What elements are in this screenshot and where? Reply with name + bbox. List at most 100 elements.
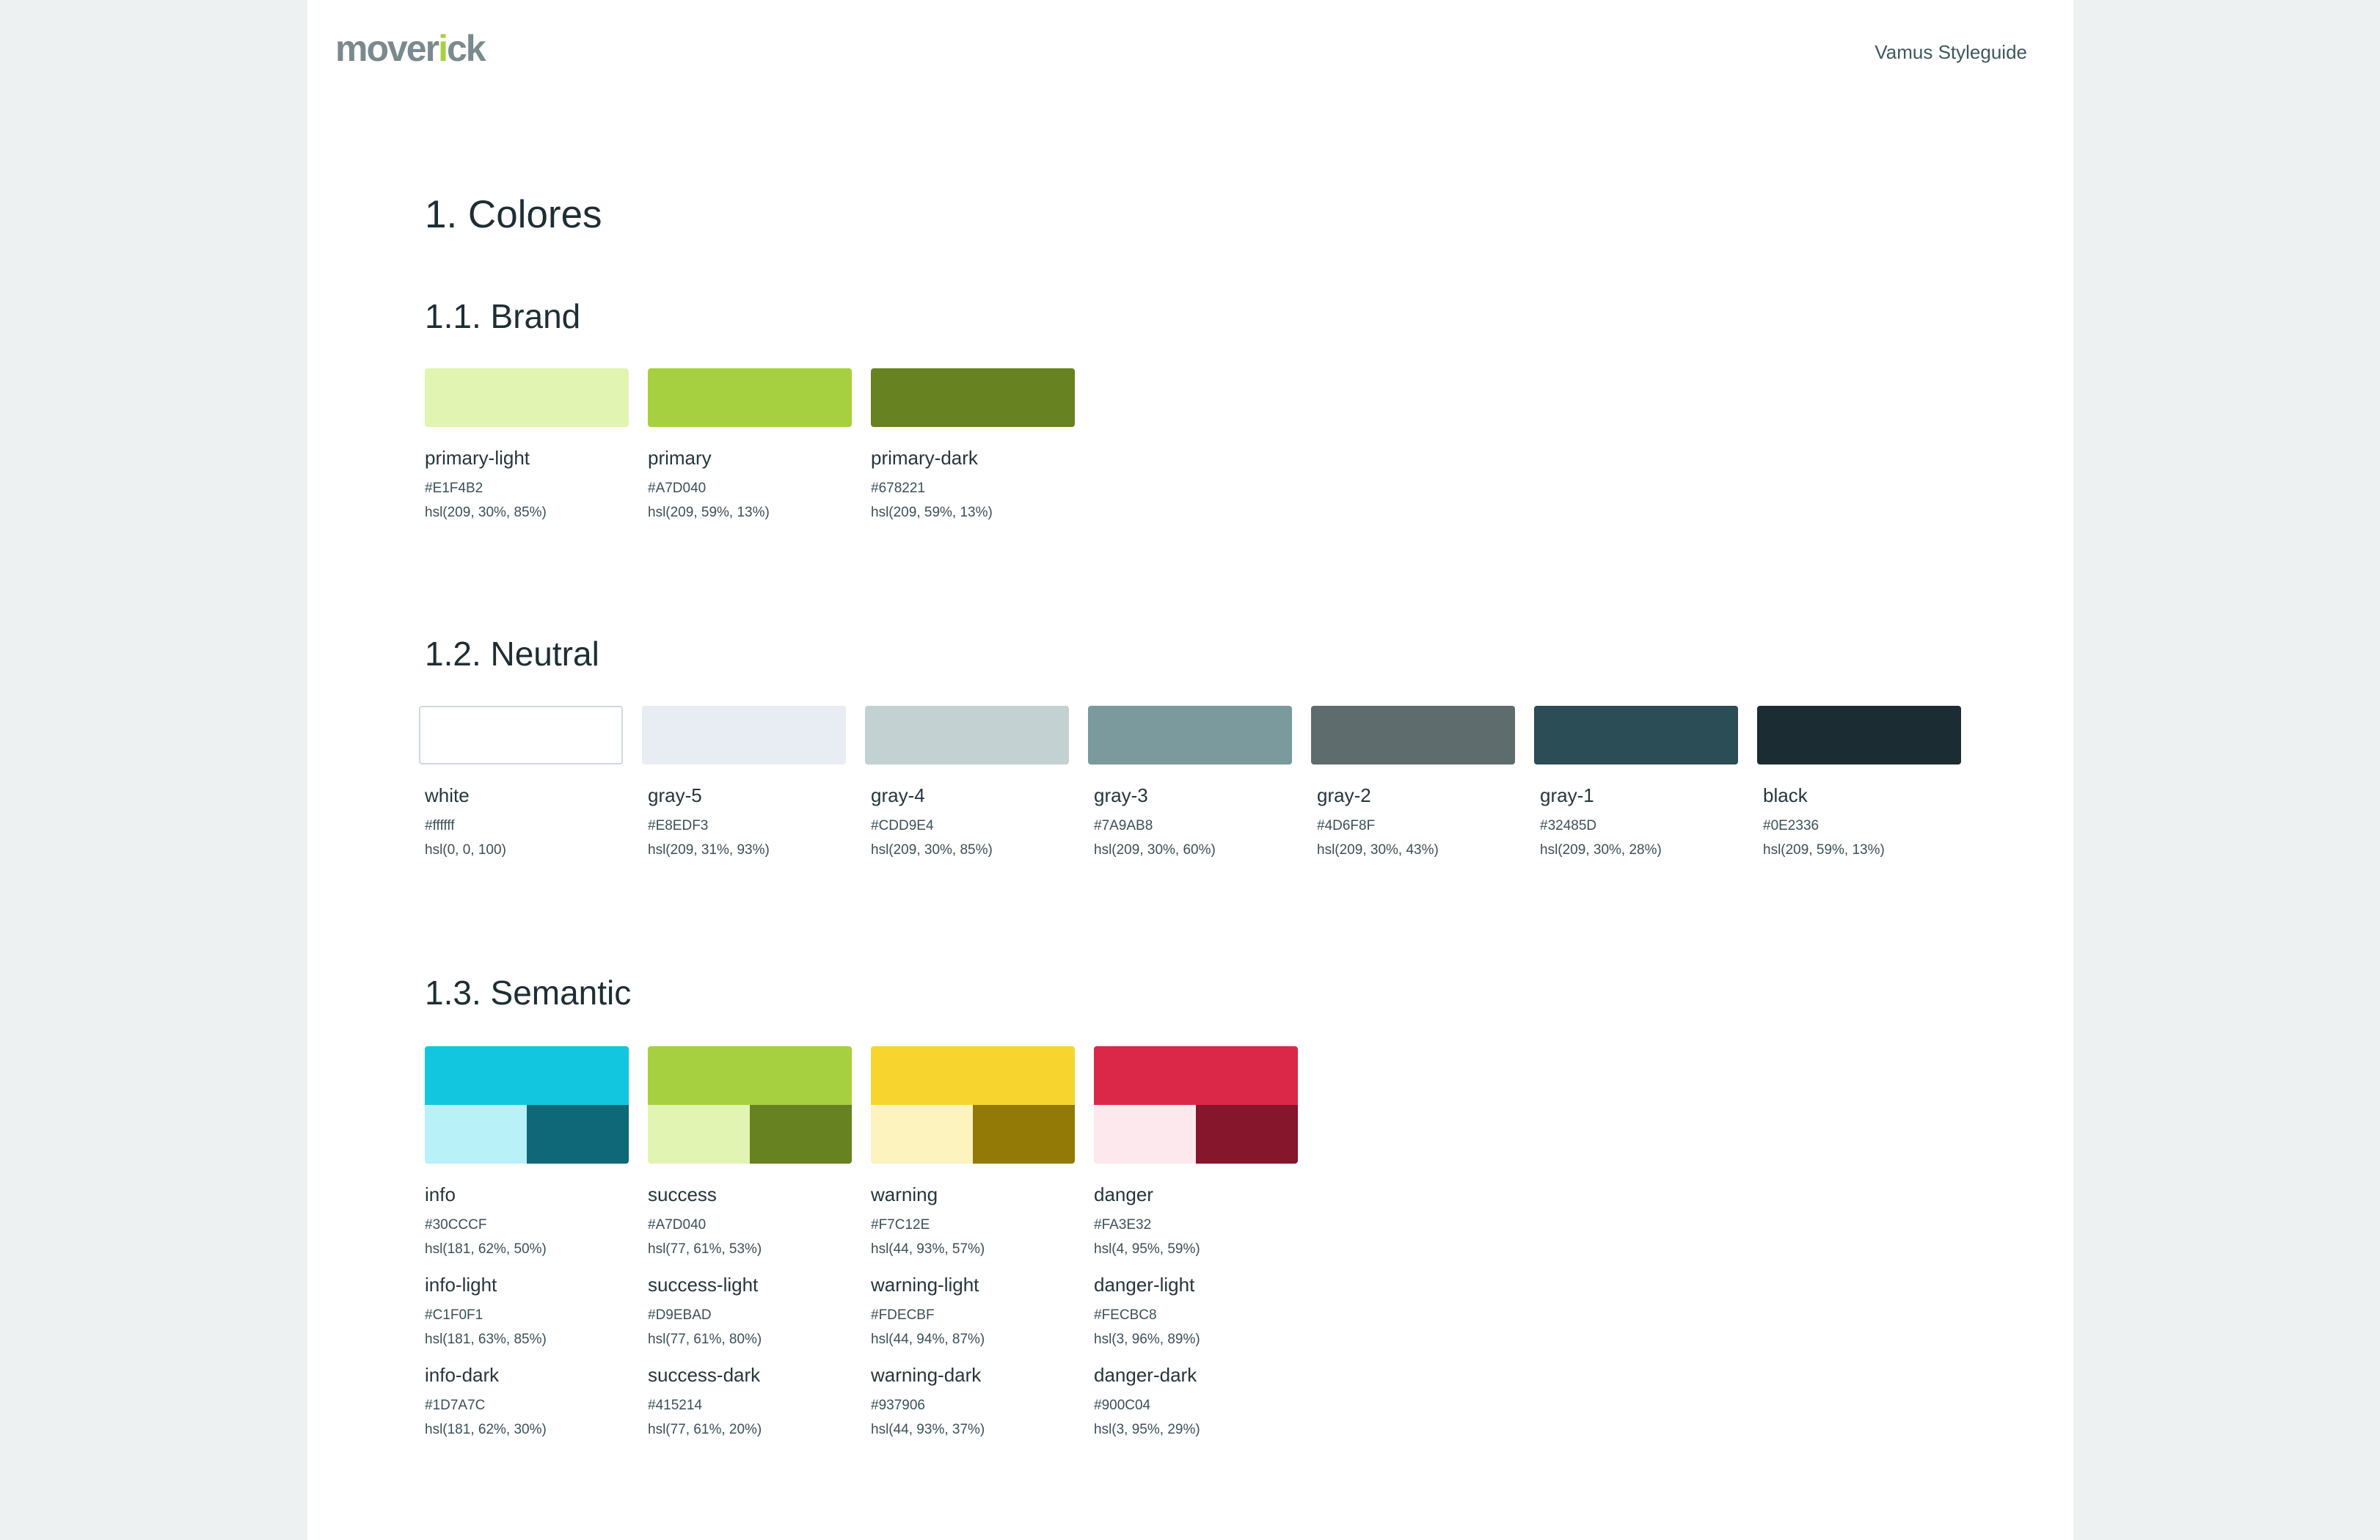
swatch-hsl: hsl(209, 59%, 13%) xyxy=(648,505,770,520)
swatch-name: black xyxy=(1763,784,1808,806)
swatch-name: danger-light xyxy=(1094,1274,1195,1296)
swatch-name: success-light xyxy=(648,1274,759,1296)
color-chip xyxy=(425,368,629,427)
swatch-hsl: hsl(77, 61%, 20%) xyxy=(648,1422,762,1437)
swatch-name: primary-light xyxy=(425,447,530,469)
swatch-primary-dark: primary-dark #678221 hsl(209, 59%, 13%) xyxy=(871,368,1075,522)
swatch-danger: danger #FA3E32 hsl(4, 95%, 59%) danger-l… xyxy=(1094,1046,1298,1439)
swatch-hex: #E1F4B2 xyxy=(425,481,483,496)
color-chip-dark xyxy=(750,1105,852,1164)
swatch-hex: #7A9AB8 xyxy=(1094,818,1153,833)
swatch-primary: primary #A7D040 hsl(209, 59%, 13%) xyxy=(648,368,852,522)
swatch-name: warning-light xyxy=(871,1274,979,1296)
swatch-hsl: hsl(209, 30%, 43%) xyxy=(1317,842,1439,858)
swatch-hex: #1D7A7C xyxy=(425,1398,486,1413)
color-chip-base xyxy=(425,1046,629,1105)
swatch-hsl: hsl(209, 31%, 93%) xyxy=(648,842,770,858)
swatch-name: success xyxy=(648,1183,717,1205)
swatch-hex: #C1F0F1 xyxy=(425,1307,483,1323)
swatch-name: gray-3 xyxy=(1094,784,1148,806)
brand-title: 1.1. Brand xyxy=(425,297,581,335)
swatch-hsl: hsl(44, 93%, 37%) xyxy=(871,1422,985,1437)
swatch-hex: #937906 xyxy=(871,1398,925,1413)
swatch-hex: #415214 xyxy=(648,1398,702,1413)
color-chip-group xyxy=(1094,1046,1298,1164)
swatch-hex: #900C04 xyxy=(1094,1398,1151,1413)
color-chip-dark xyxy=(527,1105,629,1164)
swatch-name: info-dark xyxy=(425,1364,500,1386)
color-chip xyxy=(1311,706,1515,764)
styleguide-title[interactable]: Vamus Styleguide xyxy=(1875,41,2027,63)
swatch-hsl: hsl(209, 30%, 85%) xyxy=(871,842,993,858)
swatch-hex: #D9EBAD xyxy=(648,1307,712,1323)
color-chip xyxy=(1088,706,1292,764)
swatch-hsl: hsl(209, 30%, 60%) xyxy=(1094,842,1216,858)
color-chip xyxy=(642,706,846,764)
swatch-primary-light: primary-light #E1F4B2 hsl(209, 30%, 85%) xyxy=(425,368,629,522)
swatch-hex: #A7D040 xyxy=(648,481,707,496)
swatch-gray-2: gray-2 #4D6F8F hsl(209, 30%, 43%) xyxy=(1311,706,1515,859)
swatch-name: info xyxy=(425,1183,456,1205)
swatch-name: gray-5 xyxy=(648,784,702,806)
swatch-hex: #F7C12E xyxy=(871,1217,930,1233)
swatch-info: info #30CCCF hsl(181, 62%, 50%) info-lig… xyxy=(425,1046,629,1439)
swatch-hex: #678221 xyxy=(871,481,925,496)
swatch-hsl: hsl(3, 96%, 89%) xyxy=(1094,1332,1200,1347)
swatch-hsl: hsl(181, 62%, 50%) xyxy=(425,1241,547,1257)
swatch-hsl: hsl(3, 95%, 29%) xyxy=(1094,1422,1200,1437)
color-chip xyxy=(871,368,1075,427)
swatch-hex: #30CCCF xyxy=(425,1217,487,1233)
swatch-hsl: hsl(209, 30%, 85%) xyxy=(425,505,547,520)
styleguide-page: moverick Vamus Styleguide 1. Colores 1.1… xyxy=(307,0,2073,1540)
swatch-hsl: hsl(77, 61%, 53%) xyxy=(648,1241,762,1257)
color-chip xyxy=(865,706,1069,764)
swatch-hex: #E8EDF3 xyxy=(648,818,709,833)
swatch-name: info-light xyxy=(425,1274,497,1296)
color-chip xyxy=(648,368,852,427)
swatch-warning: warning #F7C12E hsl(44, 93%, 57%) warnin… xyxy=(871,1046,1075,1439)
swatch-name: primary-dark xyxy=(871,447,978,469)
color-chip-dark xyxy=(1196,1105,1298,1164)
swatch-white: white #ffffff hsl(0, 0, 100) xyxy=(419,706,623,859)
swatch-success: success #A7D040 hsl(77, 61%, 53%) succes… xyxy=(648,1046,852,1439)
swatch-black: black #0E2336 hsl(209, 59%, 13%) xyxy=(1757,706,1961,859)
swatch-hex: #32485D xyxy=(1540,818,1597,833)
color-chip-light xyxy=(1094,1105,1196,1164)
color-chip-base xyxy=(871,1046,1075,1105)
swatch-gray-3: gray-3 #7A9AB8 hsl(209, 30%, 60%) xyxy=(1088,706,1292,859)
swatch-hsl: hsl(209, 59%, 13%) xyxy=(871,505,993,520)
color-chip-light xyxy=(648,1105,750,1164)
logo-accent: i xyxy=(438,28,448,69)
swatch-name: gray-4 xyxy=(871,784,925,806)
swatch-name: danger xyxy=(1094,1183,1153,1205)
swatch-hex: #4D6F8F xyxy=(1317,818,1376,833)
color-chip-dark xyxy=(973,1105,1075,1164)
logo-text: mover xyxy=(335,28,439,69)
color-chip-light xyxy=(871,1105,973,1164)
swatch-hsl: hsl(44, 94%, 87%) xyxy=(871,1332,985,1347)
swatch-hsl: hsl(209, 30%, 28%) xyxy=(1540,842,1662,858)
swatch-gray-1: gray-1 #32485D hsl(209, 30%, 28%) xyxy=(1534,706,1738,859)
moverick-logo[interactable]: moverick xyxy=(335,28,497,69)
swatch-gray-5: gray-5 #E8EDF3 hsl(209, 31%, 93%) xyxy=(642,706,846,859)
swatch-name: gray-2 xyxy=(1317,784,1371,806)
neutral-title: 1.2. Neutral xyxy=(425,635,599,673)
color-chip-group xyxy=(425,1046,629,1164)
swatch-hsl: hsl(209, 59%, 13%) xyxy=(1763,842,1885,858)
color-chip xyxy=(419,706,623,764)
swatch-hsl: hsl(44, 93%, 57%) xyxy=(871,1241,985,1257)
swatch-name: primary xyxy=(648,447,712,469)
swatch-hex: #ffffff xyxy=(425,818,455,833)
swatch-hsl: hsl(181, 63%, 85%) xyxy=(425,1332,547,1347)
swatch-gray-4: gray-4 #CDD9E4 hsl(209, 30%, 85%) xyxy=(865,706,1069,859)
logo-text-end: ck xyxy=(446,28,486,69)
swatch-hex: #FA3E32 xyxy=(1094,1217,1152,1233)
swatch-hex: #0E2336 xyxy=(1763,818,1819,833)
color-chip xyxy=(1534,706,1738,764)
swatch-name: danger-dark xyxy=(1094,1364,1197,1386)
swatch-hsl: hsl(4, 95%, 59%) xyxy=(1094,1241,1200,1257)
swatch-name: warning-dark xyxy=(871,1364,982,1386)
swatch-name: warning xyxy=(871,1183,938,1205)
color-chip-base xyxy=(1094,1046,1298,1105)
swatch-hsl: hsl(181, 62%, 30%) xyxy=(425,1422,547,1437)
